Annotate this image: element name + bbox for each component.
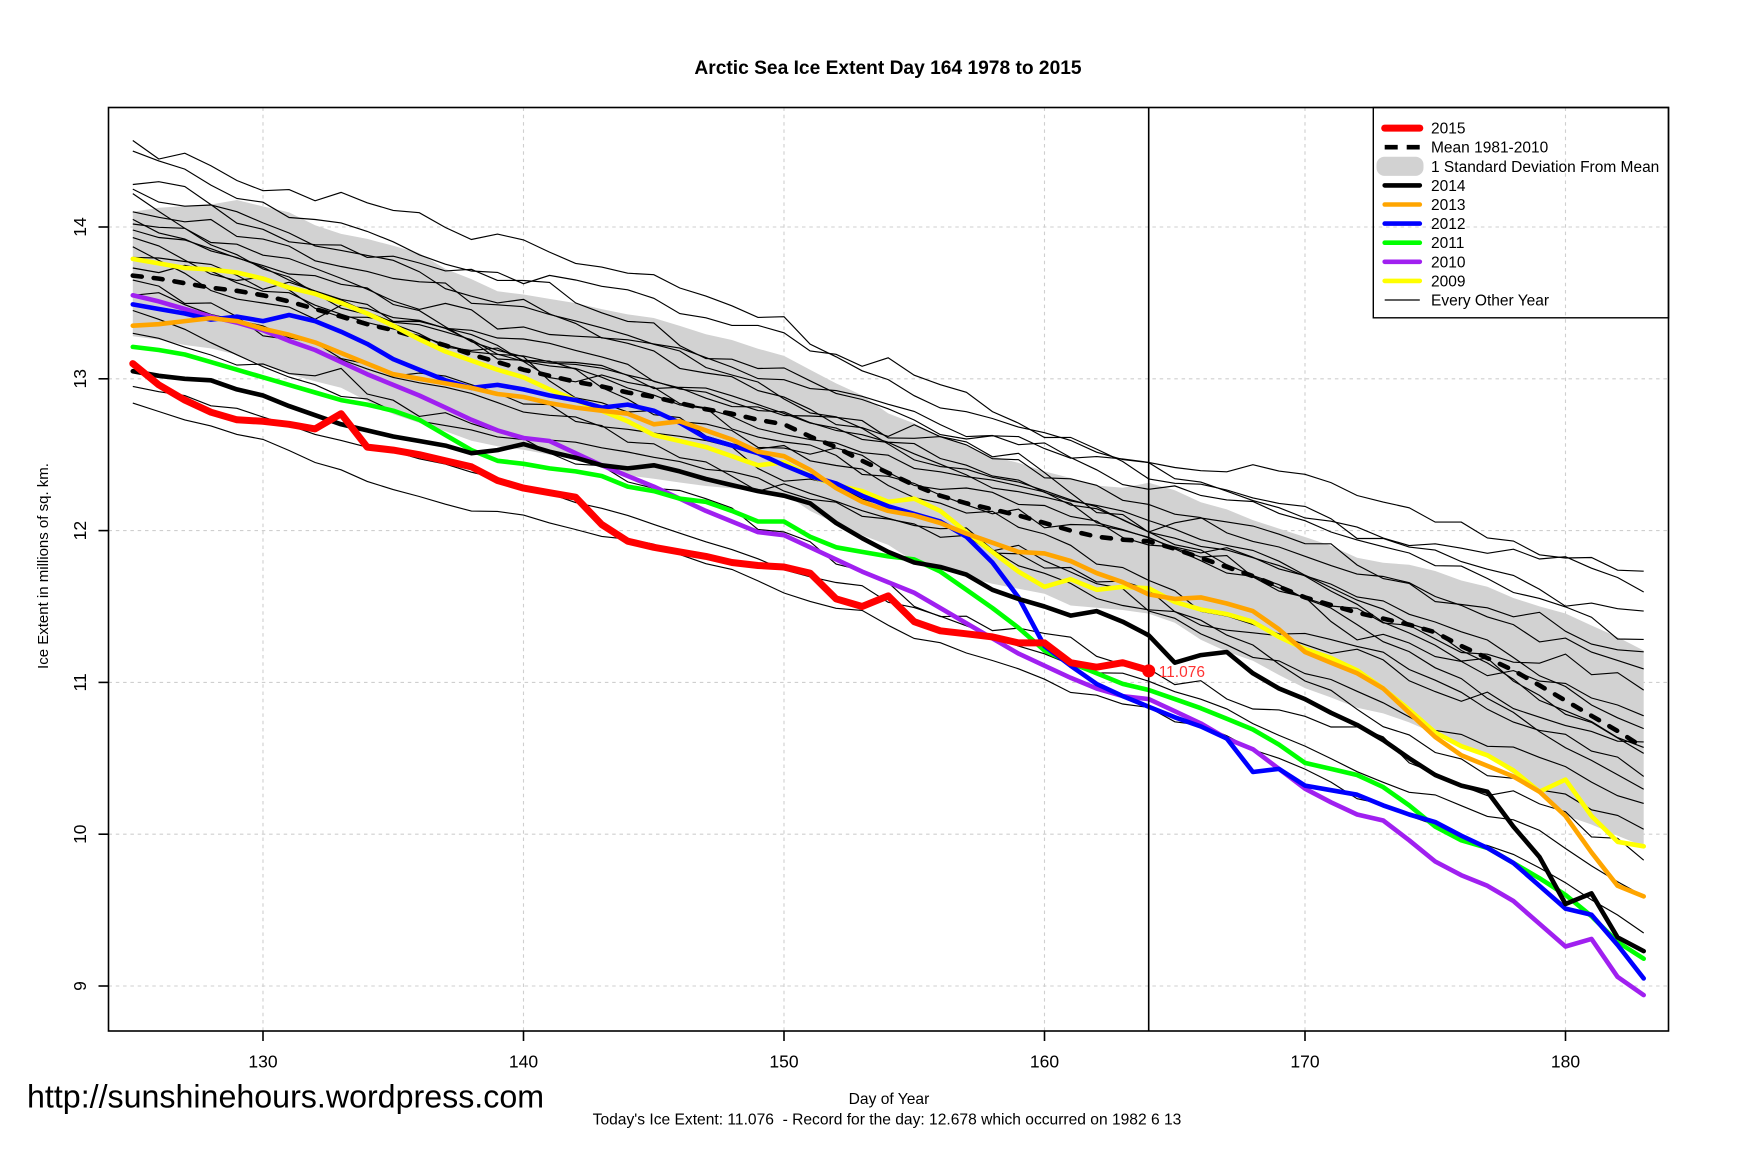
svg-text:9: 9 [70,981,90,991]
svg-text:Every Other Year: Every Other Year [1431,293,1549,310]
svg-text:180: 180 [1551,1052,1580,1072]
svg-text:1 Standard Deviation From Mean: 1 Standard Deviation From Mean [1431,159,1659,176]
svg-text:Mean 1981-2010: Mean 1981-2010 [1431,140,1549,157]
svg-text:10: 10 [70,824,90,844]
svg-text:150: 150 [769,1052,798,1072]
svg-text:140: 140 [509,1052,538,1072]
svg-text:2013: 2013 [1431,197,1465,214]
svg-text:130: 130 [248,1052,277,1072]
svg-text:11: 11 [70,673,90,691]
svg-text:Ice Extent in millions of sq.: Ice Extent in millions of sq. km. [35,463,52,669]
svg-text:2014: 2014 [1431,178,1466,195]
svg-text:12: 12 [70,521,90,540]
svg-text:2012: 2012 [1431,216,1465,233]
svg-text:11.076: 11.076 [1159,664,1205,681]
svg-text:Today's Ice Extent: 11.076 -: Today's Ice Extent: 11.076 - Record for … [593,1112,1182,1129]
svg-text:2011: 2011 [1431,235,1464,252]
svg-text:http://sunshinehours.wordpress: http://sunshinehours.wordpress.com [27,1079,544,1115]
svg-text:2015: 2015 [1431,121,1465,138]
svg-text:160: 160 [1030,1052,1059,1072]
svg-text:13: 13 [70,369,90,388]
svg-text:170: 170 [1290,1052,1319,1072]
svg-text:Day of Year: Day of Year [849,1091,930,1108]
svg-text:14: 14 [70,217,90,237]
svg-text:2009: 2009 [1431,273,1465,290]
svg-text:Arctic Sea Ice Extent Day 164: Arctic Sea Ice Extent Day 164 1978 to 20… [694,58,1082,79]
svg-text:2010: 2010 [1431,254,1466,271]
